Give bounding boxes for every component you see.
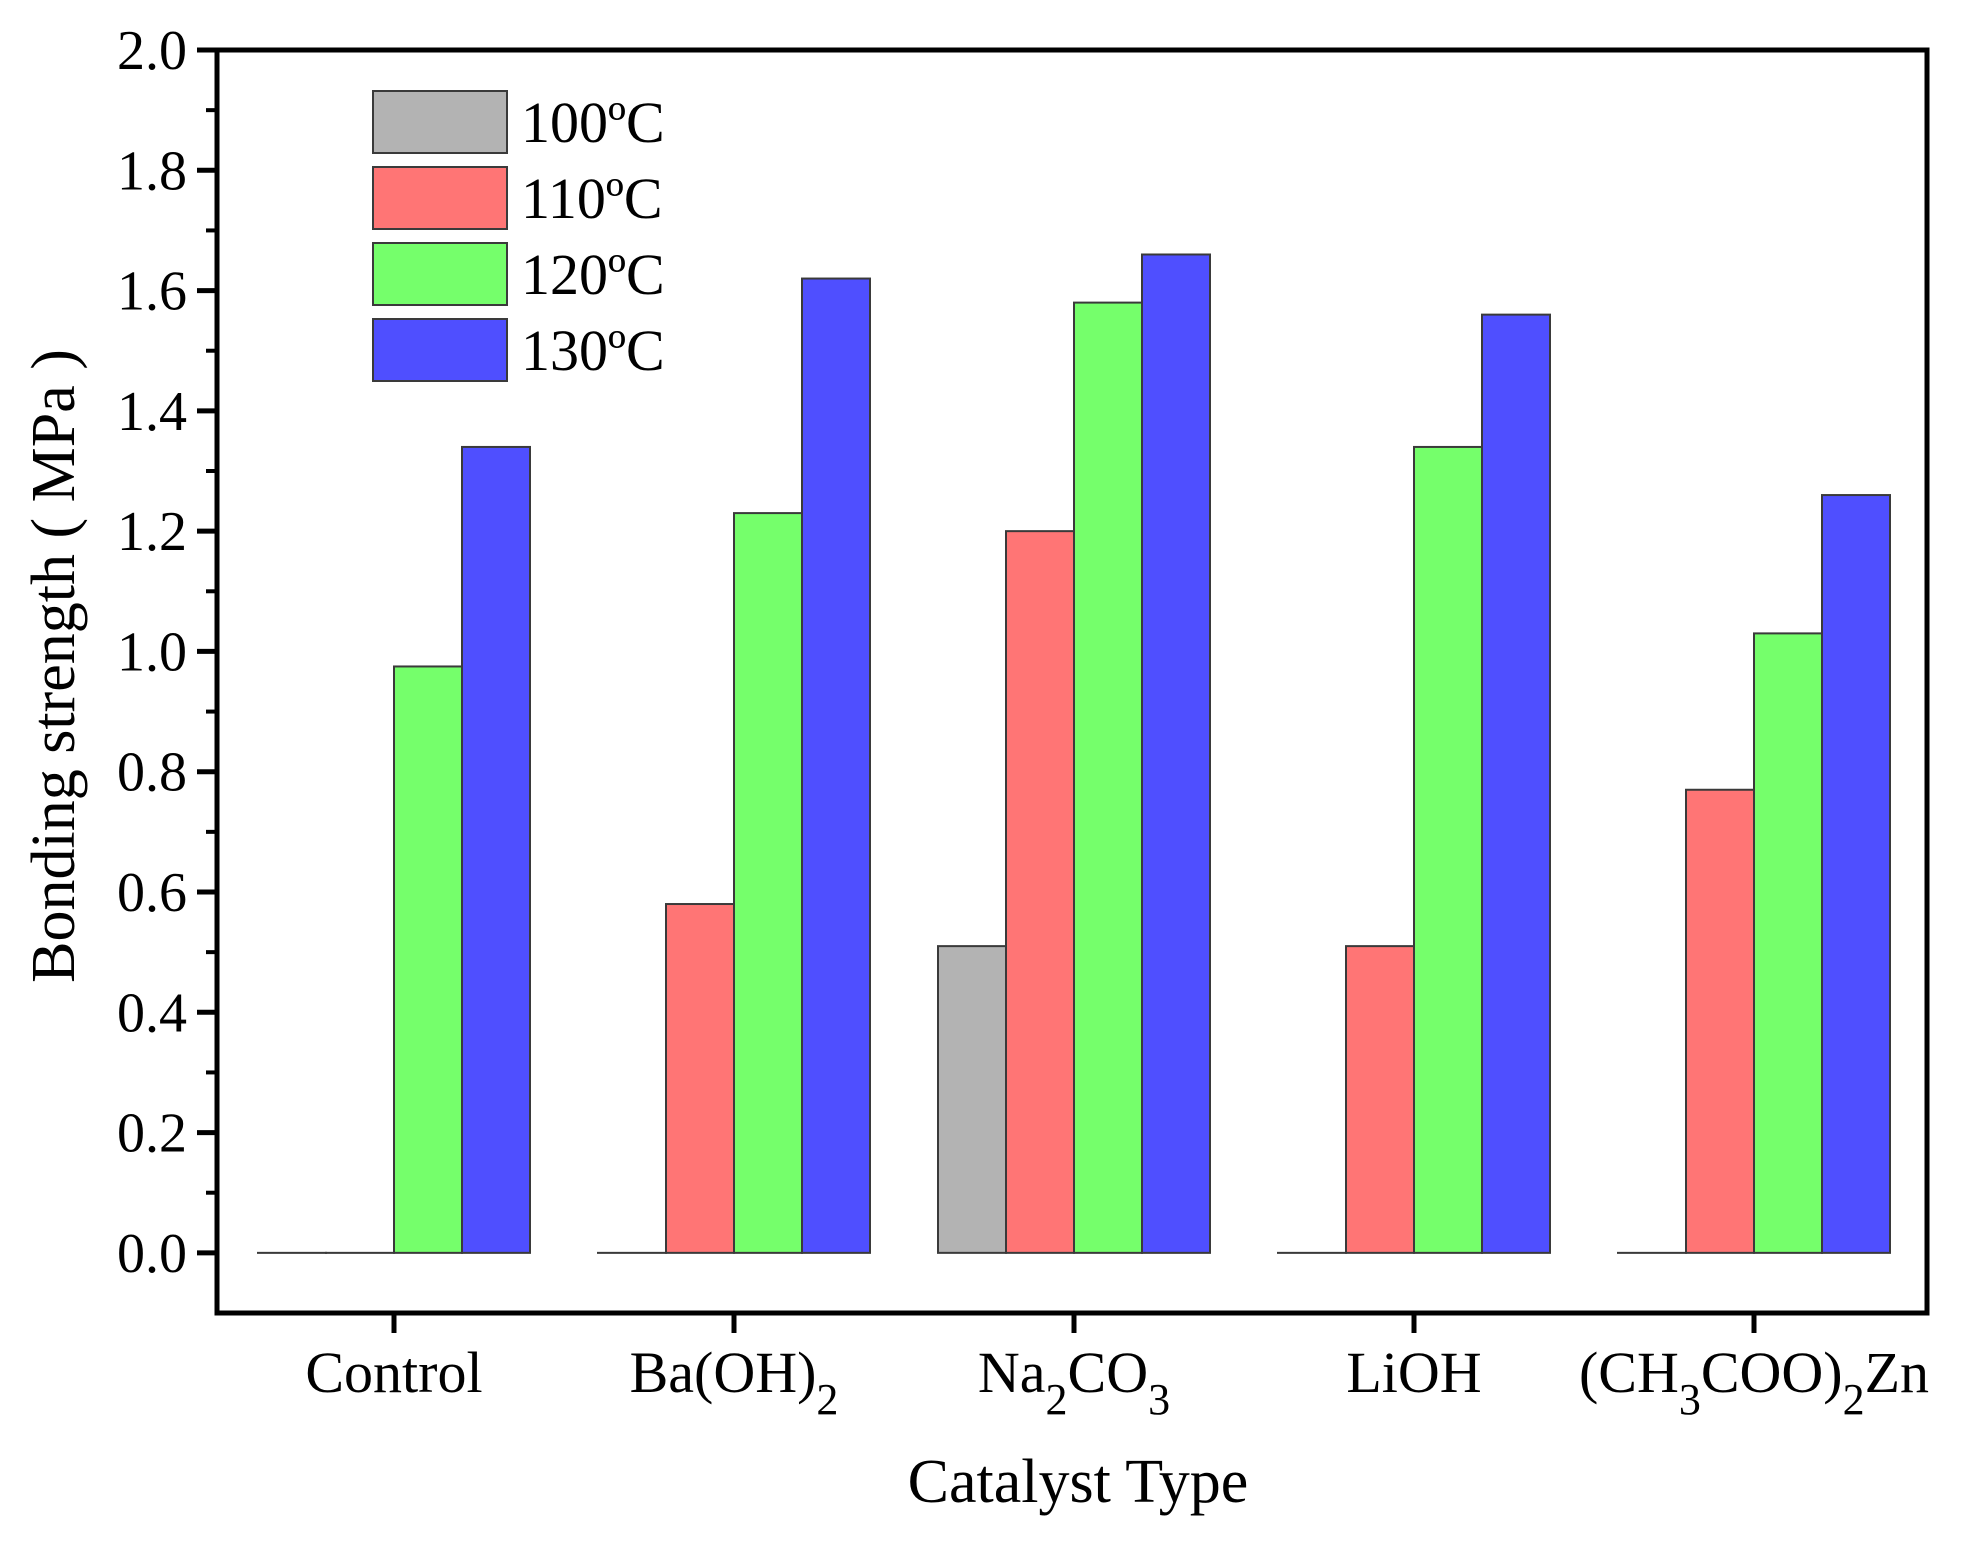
bar-120C-control: [393, 665, 463, 1254]
x-tick-label: Na2CO3: [978, 1340, 1170, 1424]
x-axis-title: Catalyst Type: [908, 1448, 1249, 1516]
y-tick-label: 1.2: [117, 501, 187, 563]
bar-110C-ch3coo2zn: [1685, 788, 1755, 1254]
bar-120C-lioh: [1413, 445, 1483, 1254]
x-tick-label: LiOH: [1346, 1340, 1481, 1405]
bar-120C-baoh2: [733, 512, 803, 1254]
legend-label: 100ºC: [521, 90, 665, 155]
axis-ticks: [197, 47, 1757, 1333]
legend: 100ºC 110ºC 120ºC 130ºC: [372, 90, 665, 383]
bar-120C-na2co3: [1073, 301, 1143, 1254]
y-axis-title: Bonding strength ( MPa ): [20, 349, 88, 983]
legend-label: 110ºC: [521, 166, 663, 231]
bar-120C-ch3coo2zn: [1753, 632, 1823, 1254]
y-tick-label: 1.4: [117, 381, 187, 443]
legend-label: 130ºC: [521, 318, 665, 383]
bar-110C-lioh: [1345, 945, 1415, 1254]
y-tick-label: 1.8: [117, 140, 187, 202]
y-tick-label: 0.0: [117, 1223, 187, 1285]
y-tick-label: 0.8: [117, 742, 187, 804]
bar-130C-control: [461, 445, 531, 1254]
legend-swatch: [372, 242, 508, 306]
legend-swatch: [372, 166, 508, 230]
bar-110C-baoh2: [665, 903, 735, 1254]
y-tick-label: 0.2: [117, 1103, 187, 1165]
bar-110C-na2co3: [1005, 530, 1075, 1254]
bar-130C-na2co3: [1141, 253, 1211, 1254]
bars-group: [257, 253, 1891, 1254]
y-tick-labels: 0.0 0.2 0.4 0.6 0.8 1.0 1.2 1.4 1.6 1.8 2.0: [117, 20, 187, 1285]
x-tick-label: (CH3COO)2Zn: [1579, 1340, 1929, 1424]
y-tick-label: 2.0: [117, 20, 187, 82]
bar-130C-ch3coo2zn: [1821, 494, 1891, 1254]
y-tick-label: 0.6: [117, 862, 187, 924]
bar-130C-baoh2: [801, 277, 871, 1254]
y-tick-label: 1.6: [117, 261, 187, 323]
legend-label: 120ºC: [521, 242, 665, 307]
legend-swatch: [372, 318, 508, 382]
y-tick-label: 1.0: [117, 621, 187, 683]
x-tick-label: Ba(OH)2: [630, 1340, 839, 1424]
x-tick-labels: Control Ba(OH)2 Na2CO3 LiOH (CH3COO)2Zn: [305, 1340, 1929, 1424]
y-tick-label: 0.4: [117, 982, 187, 1044]
bar-130C-lioh: [1481, 313, 1551, 1254]
bar-100C-na2co3: [937, 945, 1007, 1254]
x-tick-label: Control: [305, 1340, 482, 1405]
legend-swatch: [372, 90, 508, 154]
